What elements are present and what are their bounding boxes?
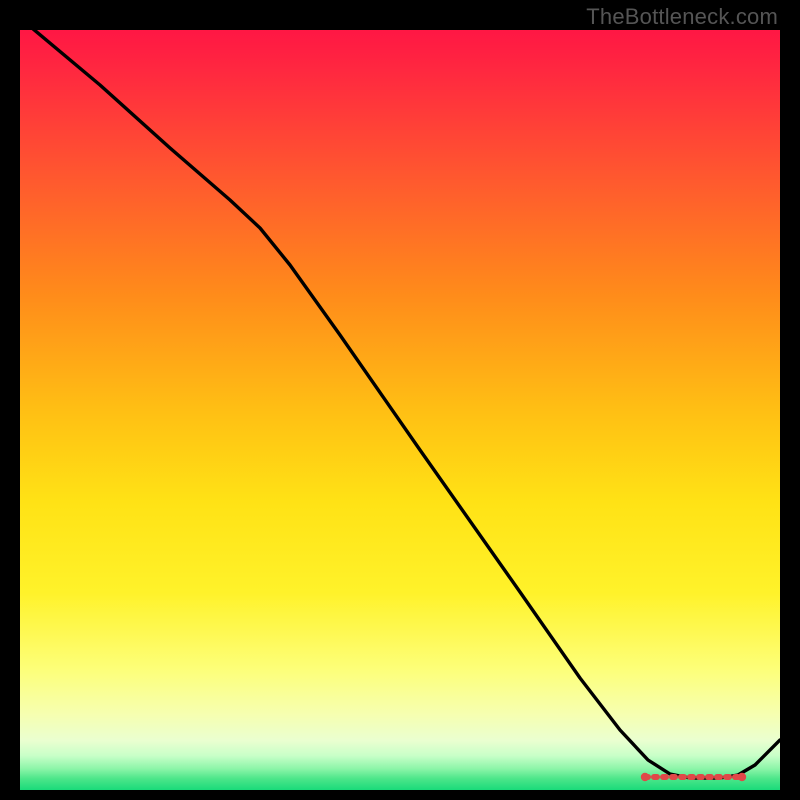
gradient-chart [20, 30, 780, 790]
heat-gradient-background [20, 30, 780, 790]
watermark-text: TheBottleneck.com [586, 4, 778, 30]
